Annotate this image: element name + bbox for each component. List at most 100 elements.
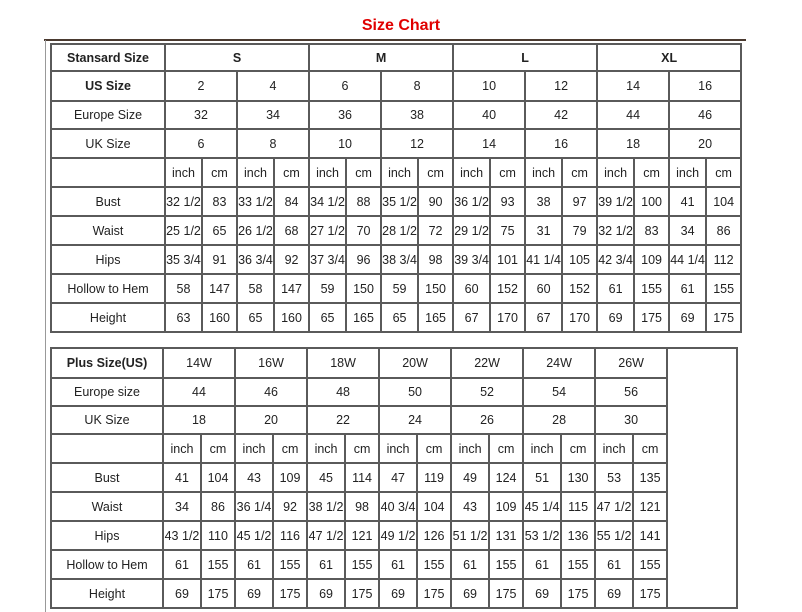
measurement-value: 114 [344,462,381,493]
us-size-cell: 20W [378,347,453,379]
measurement-value: 65 [308,302,348,333]
measurement-value: 155 [272,549,309,580]
measurement-label: Waist [50,215,166,246]
measurement-label: Bust [50,462,164,493]
measurement-value: 90 [417,186,455,217]
unit-inch: inch [164,157,203,188]
us-size-cell: 4 [235,70,311,102]
measurement-value: 155 [632,549,669,580]
unit-cm: cm [417,157,455,188]
measurement-value: 126 [416,520,453,551]
measurement-value: 29 1/2 [452,215,492,246]
unit-inch: inch [522,433,563,464]
measurement-value: 33 1/2 [236,186,275,217]
measurement-value: 101 [489,244,527,275]
size-group-header: S [163,43,311,72]
unit-cm: cm [488,433,525,464]
measurement-value: 53 1/2 [522,520,563,551]
measurement-value: 59 [380,273,420,304]
measurement-value: 98 [417,244,455,275]
us-size-cell: 16 [668,70,743,102]
measurement-value: 136 [560,520,597,551]
measurement-value: 147 [272,273,311,304]
measurement-value: 65 [236,302,275,333]
row-label: Europe Size [50,100,166,130]
us-size-cell: 16W [234,347,309,379]
measurement-value: 41 1/4 [524,244,564,275]
measurement-value: 96 [345,244,383,275]
measurement-value: 91 [201,244,238,275]
measurement-value: 34 1/2 [308,186,348,217]
measurement-value: 69 [306,578,347,609]
measurement-value: 43 [450,491,491,522]
measurement-value: 61 [596,273,636,304]
uk-size-cell: 6 [164,128,238,159]
unit-inch: inch [234,433,275,464]
row-label: UK Size [50,128,166,159]
measurement-value: 92 [272,244,311,275]
measurement-value: 116 [272,520,309,551]
europe-size-cell: 54 [522,377,597,407]
unit-inch: inch [306,433,347,464]
standard-size-table: Stansard Size S M L XL US Size 2 4 6 8 10 12 14 16 Eur… [50,43,743,333]
measurement-value: 68 [272,215,311,246]
us-size-cell: 22W [450,347,525,379]
measurement-value: 150 [345,273,383,304]
measurement-value: 69 [378,578,419,609]
unit-cm: cm [632,433,669,464]
measurement-value: 41 [162,462,202,493]
europe-size-cell: 56 [594,377,669,407]
measurement-value: 43 1/2 [162,520,202,551]
measurement-value: 49 [450,462,491,493]
europe-size-cell: 44 [596,100,671,130]
measurement-value: 61 [234,549,275,580]
measurement-value: 44 1/4 [668,244,708,275]
measurement-value: 34 [162,491,202,522]
measurement-value: 131 [488,520,525,551]
measurement-value: 155 [488,549,525,580]
measurement-value: 150 [417,273,455,304]
europe-size-cell: 36 [308,100,383,130]
measurement-value: 83 [201,186,238,217]
measurement-value: 45 1/4 [522,491,563,522]
measurement-value: 70 [345,215,383,246]
measurement-value: 51 1/2 [450,520,491,551]
uk-size-cell: 28 [522,405,597,435]
measurement-value: 175 [344,578,381,609]
measurement-value: 28 1/2 [380,215,420,246]
measurement-value: 35 1/2 [380,186,420,217]
unit-inch: inch [596,157,636,188]
measurement-value: 45 1/2 [234,520,275,551]
measurement-value: 109 [633,244,671,275]
measurement-value: 84 [272,186,311,217]
unit-cm: cm [489,157,527,188]
measurement-value: 155 [416,549,453,580]
unit-inch: inch [594,433,635,464]
unit-inch: inch [524,157,564,188]
europe-size-cell: 42 [524,100,599,130]
us-size-cell: 24W [522,347,597,379]
measurement-value: 39 3/4 [452,244,492,275]
measurement-value: 115 [560,491,597,522]
measurement-value: 165 [417,302,455,333]
unit-cm: cm [560,433,597,464]
europe-size-cell: 46 [668,100,743,130]
measurement-value: 175 [272,578,309,609]
uk-size-row: UK Size 18 20 22 24 26 28 30 [50,405,737,435]
measurement-value: 83 [633,215,671,246]
measurement-value: 75 [489,215,527,246]
empty-column [666,347,739,609]
us-size-cell: 26W [594,347,669,379]
measurement-value: 97 [561,186,599,217]
us-size-cell: 14W [161,347,237,379]
measurement-value: 175 [632,578,669,609]
measurement-value: 69 [162,578,202,609]
measurement-value: 147 [201,273,238,304]
measurement-value: 47 [378,462,419,493]
measurement-value: 31 [524,215,564,246]
measurement-value: 41 [668,186,708,217]
measurement-value: 141 [632,520,669,551]
measurement-value: 119 [416,462,453,493]
measurement-value: 49 1/2 [378,520,419,551]
row-label: Europe size [50,377,164,407]
